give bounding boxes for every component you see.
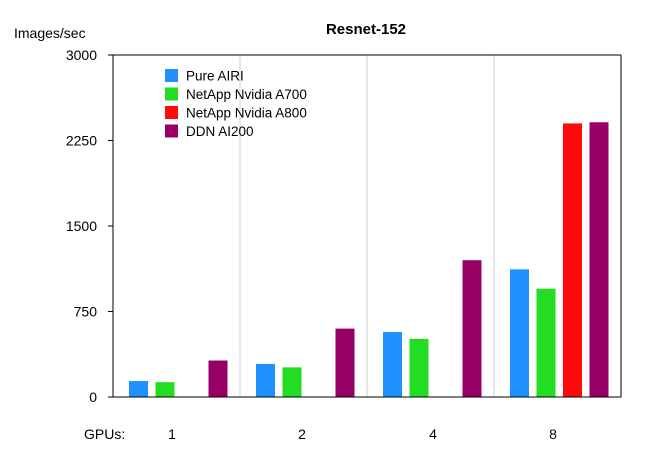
x-tick-label: 2 <box>298 426 306 442</box>
y-tick-label: 750 <box>74 304 98 320</box>
bar-2-1 <box>155 382 175 397</box>
bar-4-4 <box>589 122 609 397</box>
y-tick-label: 1500 <box>66 218 97 234</box>
y-tick-label: 3000 <box>66 47 97 63</box>
bar-4-1 <box>208 360 228 397</box>
y-tick-label: 0 <box>89 389 97 405</box>
bar-2-4 <box>536 288 556 397</box>
bar-4-3 <box>462 260 482 397</box>
legend-swatch <box>165 106 178 119</box>
chart-title: Resnet-152 <box>326 21 406 38</box>
bar-2-2 <box>282 367 302 397</box>
y-axis-label: Images/sec <box>14 25 86 41</box>
bar-3-4 <box>563 123 582 398</box>
legend-label: DDN AI200 <box>186 124 254 139</box>
bar-4-2 <box>335 328 355 397</box>
bar-1-2 <box>256 363 275 397</box>
bar-1-4 <box>510 269 529 397</box>
legend-label: Pure AIRI <box>186 69 244 84</box>
legend-swatch <box>165 87 178 101</box>
legend-label: NetApp Nvidia A800 <box>186 106 307 121</box>
x-tick-label: 4 <box>429 426 437 442</box>
x-tick-label: 1 <box>168 426 176 442</box>
y-tick-label: 2250 <box>66 133 97 149</box>
x-axis-label: GPUs: <box>84 426 125 442</box>
legend-swatch <box>165 124 178 138</box>
legend-swatch <box>165 69 178 82</box>
plot-area: 0 750 1500 2250 3000 1 2 4 8 <box>66 47 622 442</box>
x-tick-label: 8 <box>549 426 557 442</box>
legend: Pure AIRI NetApp Nvidia A700 NetApp Nvidia… <box>165 69 307 139</box>
bar-1-1 <box>129 381 148 397</box>
legend-label: NetApp Nvidia A700 <box>186 87 307 102</box>
bar-1-3 <box>383 332 402 397</box>
bar-2-3 <box>409 338 429 397</box>
